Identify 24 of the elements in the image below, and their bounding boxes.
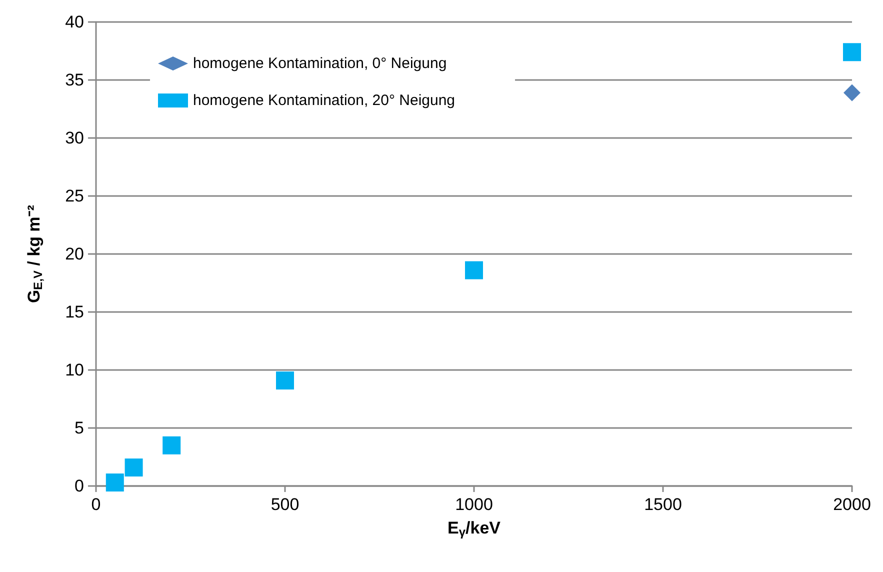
point — [162, 436, 181, 454]
x-tick-label: 500 — [270, 495, 300, 514]
legend-label: homogene Kontamination, 0° Neigung — [193, 55, 447, 72]
y-tick-label: 10 — [65, 360, 84, 380]
y-tick-label: 15 — [65, 302, 84, 322]
x-tick-label: 1500 — [644, 495, 682, 514]
y-tick-label: 5 — [74, 418, 84, 438]
point — [465, 261, 483, 280]
point — [843, 43, 861, 62]
point — [106, 474, 124, 492]
point — [276, 371, 294, 390]
point — [844, 84, 860, 102]
legend-label: homogene Kontamination, 20° Neigung — [193, 92, 456, 109]
y-tick-label: 30 — [65, 128, 84, 148]
y-axis-title: GE,V / kg m⁻² — [24, 204, 45, 304]
x-tick-label: 1000 — [455, 495, 493, 514]
x-tick-label: 0 — [91, 495, 101, 514]
y-tick-label: 40 — [65, 12, 84, 32]
y-tick-label: 25 — [65, 186, 84, 206]
y-tick-label: 20 — [65, 244, 84, 264]
y-tick-label: 35 — [65, 70, 84, 90]
y-tick-label: 0 — [74, 476, 84, 496]
x-tick-label: 2000 — [833, 495, 871, 514]
point — [124, 458, 143, 476]
